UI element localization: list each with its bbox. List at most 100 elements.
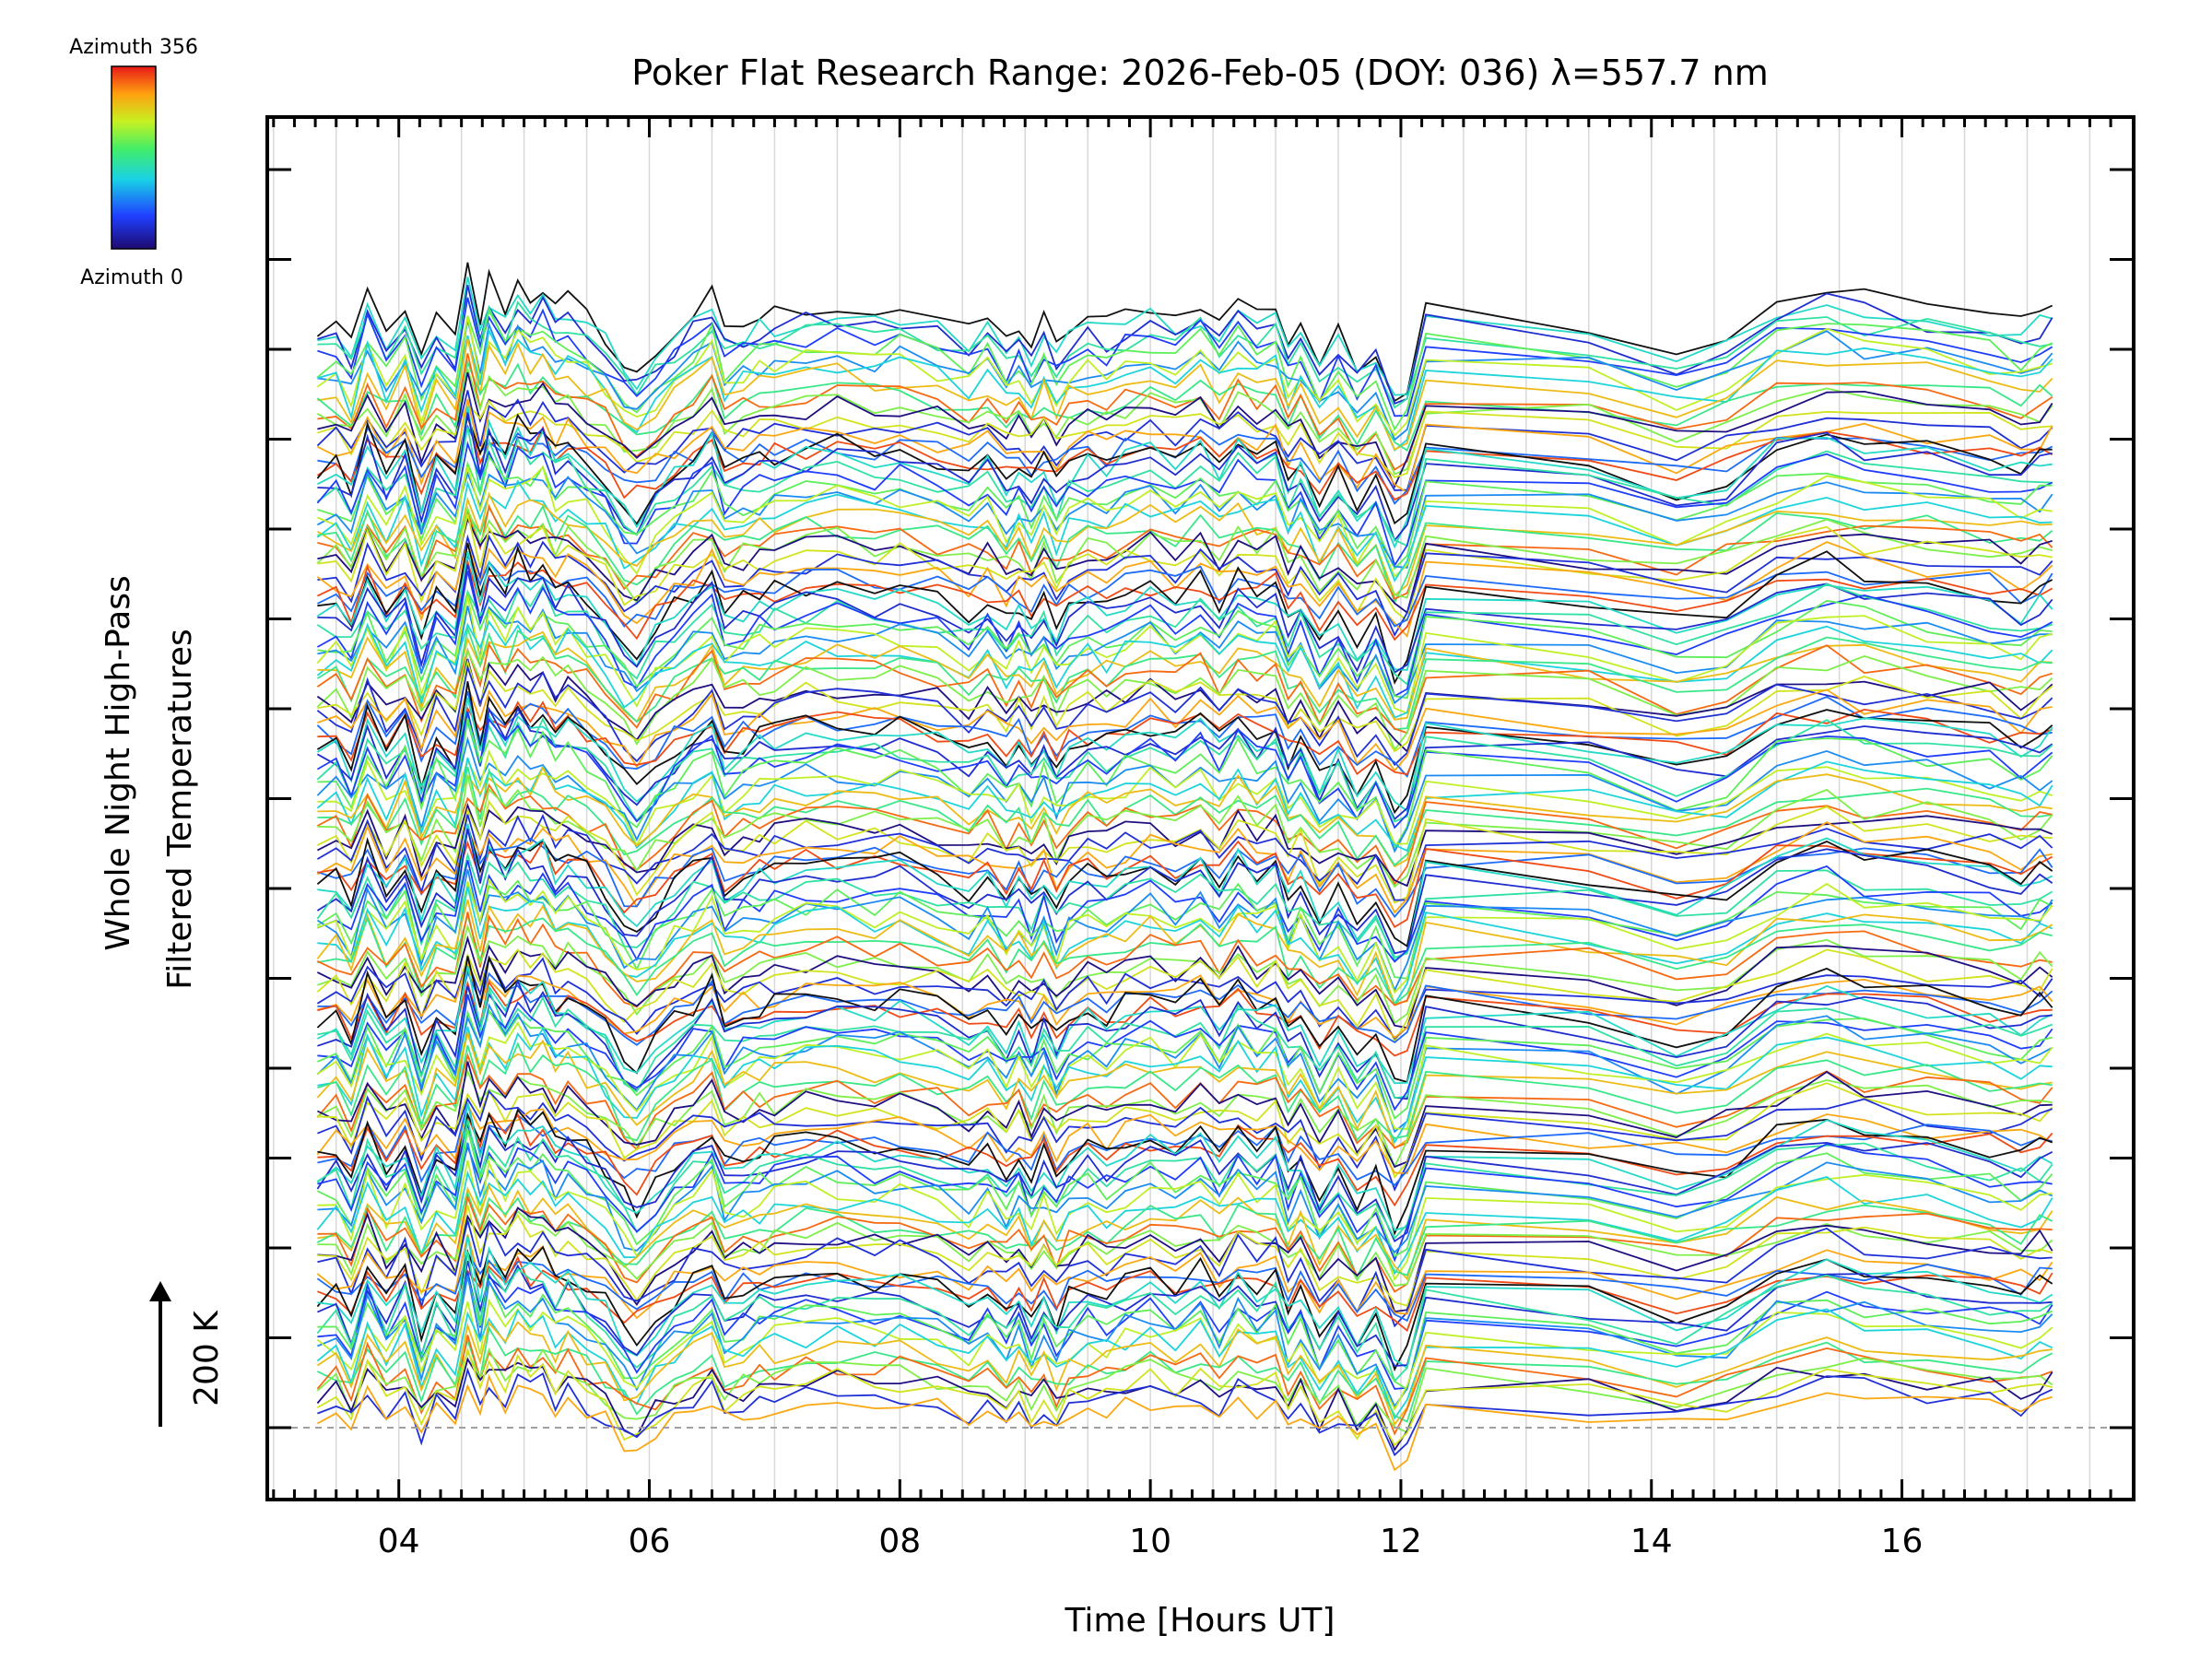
- scale-bar: 200 K: [149, 1281, 226, 1427]
- series-line: [317, 399, 2053, 478]
- series-line: [317, 1102, 2053, 1187]
- series-line: [316, 712, 2053, 830]
- series-line: [317, 1183, 2053, 1281]
- series-line: [316, 869, 2053, 993]
- plot-frame: [265, 115, 2136, 1501]
- series-line: [316, 697, 2053, 813]
- series-line: [317, 543, 2053, 685]
- series-line: [316, 619, 2053, 719]
- scale-bar-label: 200 K: [188, 1310, 226, 1406]
- x-tick-label: 06: [629, 1523, 671, 1560]
- series-line: [317, 823, 2053, 962]
- series-line: [317, 1142, 2053, 1254]
- series-line: [317, 327, 2053, 452]
- series-line: [317, 504, 2053, 606]
- series-line: [316, 828, 2053, 955]
- series-line: [316, 648, 2053, 752]
- series-line: [316, 735, 2053, 853]
- series-line: [317, 503, 2053, 600]
- series-line: [317, 558, 2053, 641]
- series-line: [316, 491, 2053, 597]
- series-line: [316, 369, 2053, 476]
- series-line: [317, 1325, 2053, 1423]
- x-tick-label: 12: [1380, 1523, 1422, 1560]
- scale-bar-arrowhead: [149, 1281, 171, 1301]
- y-axis-label-line2: Filtered Temperatures: [161, 629, 199, 990]
- series-line: [316, 571, 2053, 698]
- series-line: [316, 552, 2053, 628]
- series-line: [317, 1112, 2053, 1207]
- series-line: [316, 1251, 2053, 1383]
- series-line: [317, 840, 2053, 929]
- series-line: [316, 316, 2053, 437]
- series-layer: [316, 262, 2053, 1472]
- series-line: [317, 877, 2053, 994]
- series-line: [316, 582, 2053, 686]
- x-tick-label: 04: [378, 1523, 420, 1560]
- chart-title: Poker Flat Research Range: 2026-Feb-05 (…: [631, 53, 1768, 93]
- series-line: [317, 1159, 2053, 1282]
- series-line: [317, 564, 2053, 675]
- colorbar-top-label: Azimuth 356: [69, 36, 198, 59]
- series-line: [316, 540, 2053, 638]
- series-line: [316, 470, 2053, 569]
- series-line: [316, 1347, 2053, 1447]
- series-line: [317, 959, 2053, 1040]
- series-line: [316, 1170, 2053, 1276]
- x-tick-label: 08: [878, 1523, 921, 1560]
- x-tick-label: 14: [1630, 1523, 1673, 1560]
- x-tick-label: 10: [1129, 1523, 1171, 1560]
- series-line: [317, 1089, 2053, 1193]
- series-line: [317, 1367, 2053, 1457]
- series-line: [316, 406, 2053, 549]
- series-line: [316, 479, 2053, 582]
- series-line: [317, 606, 2053, 705]
- series-line: [317, 886, 2053, 1006]
- series-line: [316, 1298, 2053, 1411]
- colorbar: Azimuth 356 Azimuth 0: [69, 36, 198, 289]
- series-line: [316, 717, 2053, 823]
- series-line: [317, 516, 2053, 615]
- series-line: [317, 912, 2053, 1008]
- series-line: [316, 948, 2053, 1044]
- series-line: [316, 681, 2053, 815]
- series-line: [317, 297, 2053, 418]
- series-line: [316, 706, 2053, 821]
- series-line: [316, 1373, 2053, 1472]
- series-line: [317, 338, 2053, 452]
- series-line: [317, 276, 2053, 396]
- grid-lines: [273, 117, 2091, 1500]
- series-line: [317, 986, 2053, 1100]
- series-line: [316, 1245, 2053, 1371]
- series-line: [316, 1053, 2053, 1151]
- series-line: [316, 799, 2053, 904]
- series-line: [316, 935, 2053, 1030]
- series-line: [317, 683, 2053, 772]
- series-line: [317, 1143, 2053, 1263]
- series-line: [317, 980, 2053, 1057]
- series-line: [317, 658, 2053, 753]
- series-line: [317, 1275, 2053, 1408]
- series-line: [317, 1008, 2053, 1120]
- series-line: [317, 924, 2053, 1025]
- series-line: [317, 465, 2053, 579]
- series-line: [316, 690, 2053, 779]
- series-line: [316, 757, 2053, 853]
- x-tick-label: 16: [1881, 1523, 1924, 1560]
- series-line: [317, 700, 2053, 776]
- series-line: [316, 416, 2053, 501]
- series-line: [316, 1020, 2053, 1131]
- colorbar-gradient: [111, 65, 157, 250]
- series-line: [317, 454, 2053, 571]
- axis-ticks: [267, 117, 2134, 1500]
- series-line: [317, 1129, 2053, 1258]
- series-line: [317, 1205, 2053, 1307]
- series-line: [317, 630, 2053, 724]
- x-axis-label: Time [Hours UT]: [1065, 1602, 1335, 1640]
- y-axis-label-line1: Whole Night High-Pass: [100, 575, 137, 951]
- series-line: [316, 441, 2053, 568]
- series-line: [316, 505, 2053, 605]
- series-line: [317, 1026, 2053, 1145]
- series-line: [317, 353, 2053, 471]
